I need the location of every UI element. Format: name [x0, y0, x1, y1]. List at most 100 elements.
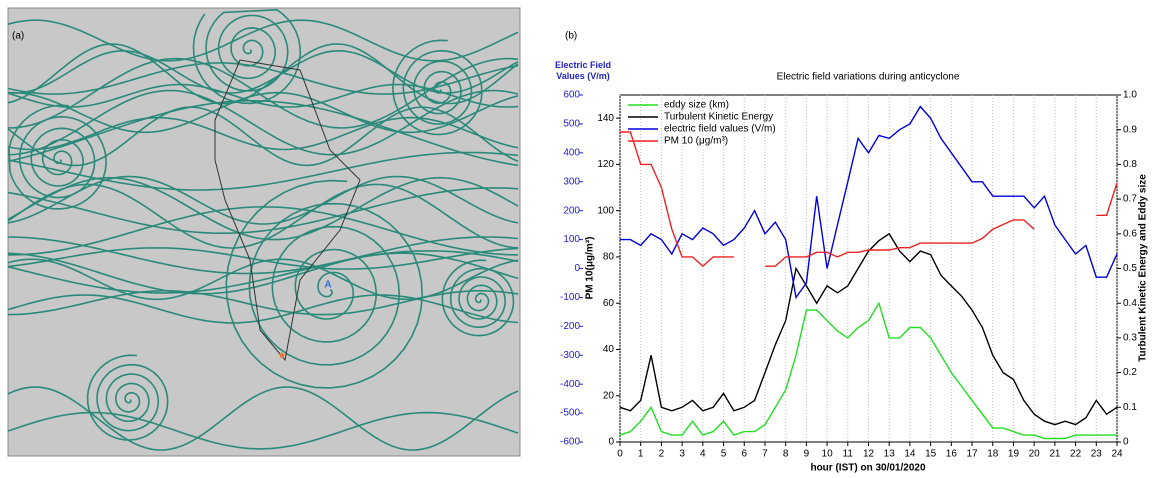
x-tick-label: 10: [822, 449, 834, 460]
streamline: [7, 250, 519, 294]
x-tick-label: 17: [966, 449, 978, 460]
y2-tick-label: 0.3: [1123, 333, 1137, 344]
streamline: [7, 386, 519, 451]
streamline: [7, 187, 519, 234]
y-tick-label: 80: [603, 252, 615, 263]
x-tick-label: 22: [1070, 449, 1082, 460]
streamline: [7, 258, 519, 301]
y3-tick-label: -100: [560, 292, 580, 303]
streamline: [7, 91, 519, 134]
legend-label: eddy size (km): [664, 100, 729, 111]
x-tick-label: 13: [884, 449, 896, 460]
spiral: [392, 39, 483, 136]
x-tick-label: 11: [843, 449, 854, 460]
series-line: [620, 105, 1118, 300]
y-tick-label: 140: [597, 113, 614, 124]
map-background: [7, 7, 521, 457]
legend-label: PM 10 (μg/m³): [664, 136, 728, 147]
x-tick-label: 1: [638, 449, 644, 460]
streamline: [7, 83, 519, 108]
x-tick-label: 6: [741, 449, 747, 460]
y-tick-label: 120: [597, 159, 614, 170]
x-tick-label: 20: [1029, 449, 1041, 460]
x-tick-label: 18: [987, 449, 999, 460]
y3-tick-label: -200: [560, 321, 580, 332]
streamline: [7, 62, 519, 95]
y3-tick-label: 300: [563, 176, 580, 187]
streamline: [7, 290, 519, 316]
y3-tick-label: 0: [574, 263, 580, 274]
x-tick-label: 21: [1049, 449, 1061, 460]
y3-tick-label: 500: [563, 119, 580, 130]
y2-tick-label: 0: [1123, 437, 1129, 448]
y3-axis-label: Electric Field Values (V/m): [554, 60, 612, 81]
coastline: [214, 59, 361, 362]
y2-tick-label: 0.1: [1123, 402, 1137, 413]
x-tick-label: 23: [1091, 449, 1103, 460]
spiral: [192, 8, 302, 105]
series-line: [620, 131, 1118, 268]
y3-tick-label: -400: [560, 379, 580, 390]
y3-tick-label: -300: [560, 350, 580, 361]
y2-tick-label: 1.0: [1123, 90, 1137, 101]
streamline: [7, 411, 519, 450]
y-axis-label: PM 10(μg/m³): [585, 237, 596, 300]
y-tick-label: 20: [603, 390, 615, 401]
spiral: [8, 104, 107, 210]
y-tick-label: 40: [603, 344, 615, 355]
y-tick-label: 100: [597, 205, 614, 216]
streamline: [7, 247, 519, 270]
spiral: [86, 354, 169, 441]
map-panel: A★: [7, 7, 521, 457]
x-axis-label: hour (IST) on 30/01/2020: [810, 463, 925, 474]
star: ★: [278, 351, 287, 362]
y3-tick-label: -600: [560, 437, 580, 448]
x-tick-label: 15: [925, 449, 937, 460]
y2-tick-label: 0.8: [1123, 159, 1137, 170]
y3-tick-label: 100: [563, 234, 580, 245]
y-tick-label: 60: [603, 298, 615, 309]
legend-label: Turbulent Kinetic Energy: [664, 112, 773, 123]
x-tick-label: 9: [804, 449, 810, 460]
x-tick-label: 3: [679, 449, 685, 460]
y2-tick-label: 0.2: [1123, 367, 1137, 378]
series-line: [619, 301, 1117, 440]
x-tick-label: 5: [721, 449, 727, 460]
streamline: [7, 294, 519, 324]
spiral: [225, 179, 424, 389]
map-marker: A: [324, 280, 331, 291]
x-tick-label: 0: [617, 449, 623, 460]
y-tick-label: 0: [608, 437, 614, 448]
y3-tick-label: -500: [560, 408, 580, 419]
series-line: [619, 232, 1118, 426]
streamline: [7, 176, 519, 241]
y2-tick-label: 0.6: [1123, 228, 1137, 239]
y3-tick-label: 200: [563, 205, 580, 216]
x-tick-label: 16: [946, 449, 958, 460]
y2-tick-label: 0.9: [1123, 124, 1137, 135]
x-tick-label: 14: [904, 449, 916, 460]
x-tick-label: 7: [762, 449, 768, 460]
y3-tick-label: 600: [563, 90, 580, 101]
y2-tick-label: 0.7: [1123, 194, 1137, 205]
streamline: [7, 19, 519, 62]
streamline: [7, 151, 519, 191]
x-tick-label: 24: [1111, 449, 1123, 460]
y3-tick-label: 400: [563, 147, 580, 158]
x-tick-label: 8: [783, 449, 789, 460]
panel-label: (a): [12, 31, 24, 42]
x-tick-label: 2: [659, 449, 665, 460]
streamline: [7, 49, 519, 94]
x-tick-label: 12: [863, 449, 875, 460]
streamline: [7, 236, 519, 275]
streamline: [7, 106, 519, 167]
panel-label: (b): [565, 31, 577, 42]
legend-label: electric field values (V/m): [664, 124, 776, 135]
y2-axis-label: Turbulent Kinetic Energy and Eddy size: [1138, 174, 1149, 362]
x-tick-label: 19: [1008, 449, 1020, 460]
streamline: [7, 252, 519, 295]
y2-tick-label: 0.4: [1123, 298, 1137, 309]
x-tick-label: 4: [700, 449, 706, 460]
